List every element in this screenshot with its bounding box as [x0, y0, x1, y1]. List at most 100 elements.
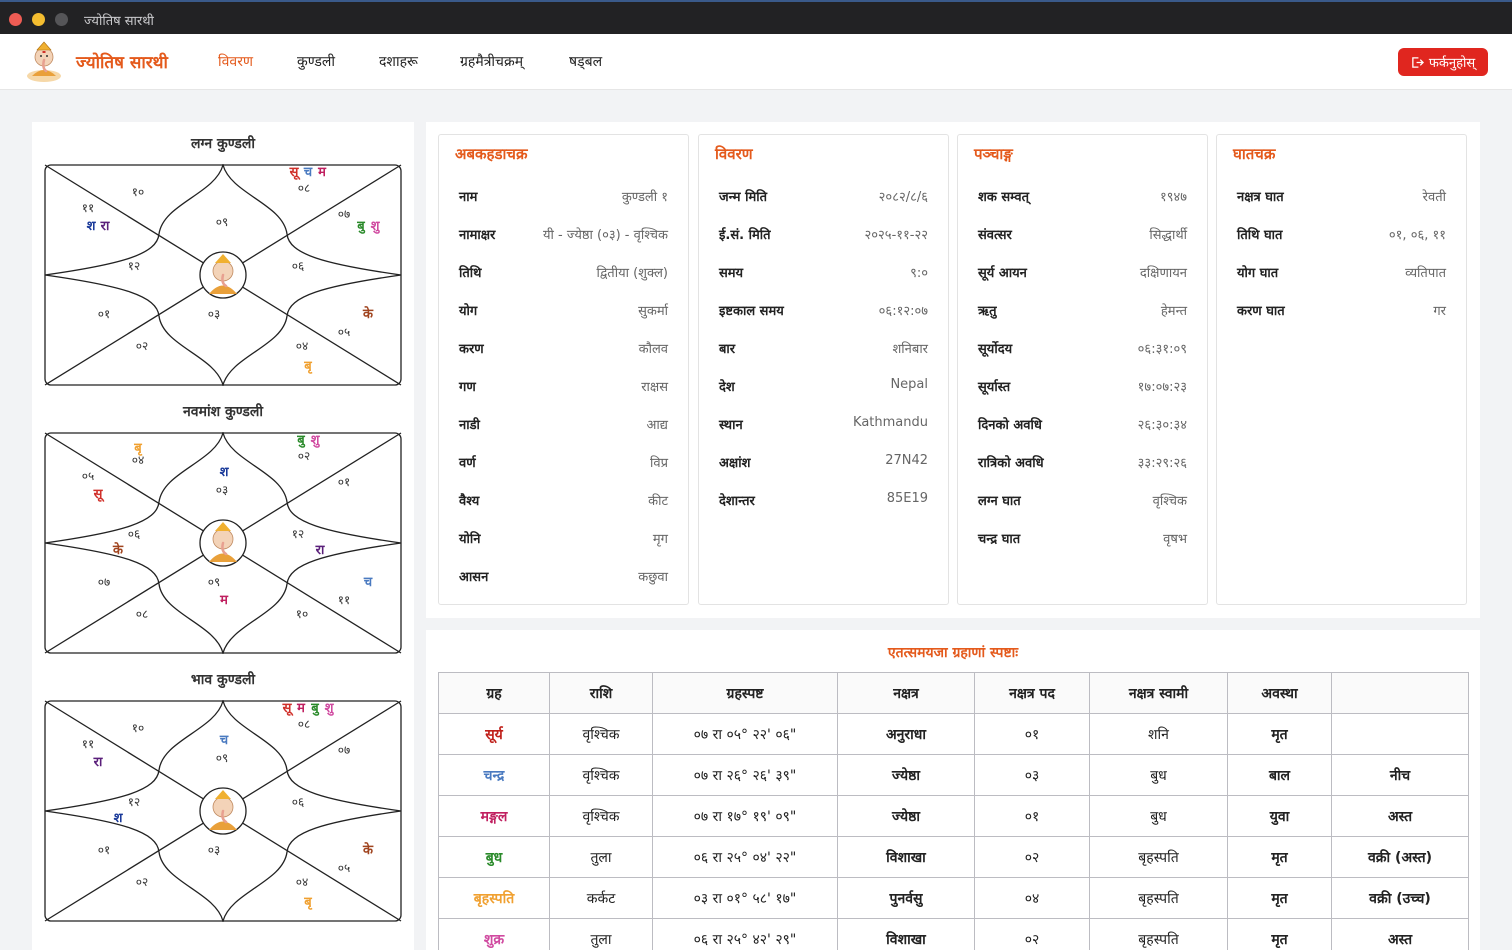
info-row: सूर्य आयन दक्षिणायन [978, 263, 1187, 283]
rashi-cell: तुला [549, 918, 653, 950]
lagna-kundali-chart[interactable]: ०९ १० ११ १२ ०१ ०२ ०३ ०४ ०५ ०६ ०७ ०८ श रा बृ के बु शु सू च म [44, 164, 402, 386]
info-value: कीट [648, 494, 668, 509]
info-value: आद्य [646, 418, 668, 433]
planet-glyph: बु [296, 433, 305, 448]
title-bar: ज्योतिष सारथी [0, 0, 1512, 34]
planet-glyph: के [112, 542, 124, 558]
info-value: कौलव [638, 342, 668, 357]
info-key: देशान्तर [719, 494, 755, 509]
info-key: लग्न घात [978, 494, 1021, 509]
info-key: जन्म मिति [719, 190, 767, 205]
col-header: राशि [549, 672, 653, 714]
back-button[interactable]: फर्कनुहोस् [1398, 48, 1488, 76]
planet-glyph: रा [315, 543, 325, 558]
info-value: शनिबार [892, 342, 928, 357]
col-header: ग्रहस्पष्ट [652, 672, 838, 714]
info-key: सूर्यास्त [978, 380, 1011, 395]
bhava-kundali-chart[interactable]: ०९ १० ११ १२ ०१ ०२ ०३ ०४ ०५ ०६ ०७ ०८ च रा श बृ के सू म बु शु [44, 700, 402, 922]
info-key: वैश्य [459, 494, 480, 509]
info-row: अक्षांश 27N42 [719, 453, 928, 473]
table-row[interactable]: बुध तुला ०६ रा २५° ०४' २२" विशाखा ०२ बृहस्पति… [438, 836, 1469, 878]
brand-title[interactable]: ज्योतिष सारथी [76, 53, 168, 73]
nav-vivaran[interactable]: विवरण [218, 54, 254, 70]
info-row: करण घात गर [1237, 301, 1446, 321]
back-button-label: फर्कनुहोस् [1428, 55, 1476, 70]
info-value: 85E19 [886, 491, 928, 506]
rashi-cell: वृश्चिक [549, 754, 653, 796]
nakshatra-cell: पुनर्वसु [837, 877, 975, 919]
info-key: तिथि [459, 266, 482, 281]
info-key: आसन [459, 570, 489, 585]
nav-dashaharu[interactable]: दशाहरू [379, 54, 418, 70]
nav-kundali[interactable]: कुण्डली [297, 54, 336, 70]
table-row[interactable]: मङ्गल वृश्चिक ०७ रा १७° १९' ०९" ज्येष्ठा ०१ ब… [438, 795, 1469, 837]
card-vivaran: विवरण जन्म मिति २०८२/८/६ ई.सं. मिति २०२५-११… [698, 134, 949, 605]
spashta-cell: ०७ रा १७° १९' ०९" [652, 795, 838, 837]
house-number: ०४ [296, 339, 308, 353]
planet-glyph: सू [289, 165, 302, 180]
planet-table-title: एतत्समयजा ग्रहाणां स्पष्टाः [887, 645, 1019, 661]
rashi-cell: वृश्चिक [549, 713, 653, 755]
nakshatra-cell: अनुराधा [837, 713, 975, 755]
card-panchanga: पञ्चाङ्ग शक सम्वत् १९४७ संवत्सर सिद्धार्थी स… [957, 134, 1208, 605]
nakshatra-cell: विशाखा [837, 918, 975, 950]
chart-lotus-outline [44, 700, 402, 922]
pada-cell: ०२ [974, 918, 1090, 950]
info-row: स्थान Kathmandu [719, 415, 928, 435]
navamsha-kundali-chart[interactable]: ०३ ०४ ०५ ०६ ०७ ०८ ०९ १० ११ १२ ०१ ०२ श बृ सू के म च रा बु शु [44, 432, 402, 654]
info-row: वैश्य कीट [459, 491, 668, 511]
rashi-cell: वृश्चिक [549, 795, 653, 837]
house-number: ०८ [136, 607, 148, 621]
table-row[interactable]: चन्द्र वृश्चिक ०७ रा २६° २६' ३९" ज्येष्ठा ०३… [438, 754, 1469, 796]
info-row: इष्टकाल समय ०६:१२:०७ [719, 301, 928, 321]
spashta-cell: ०३ रा ०१° ५८' १७" [652, 877, 838, 919]
spashta-cell: ०६ रा २५° ०४' २२" [652, 836, 838, 878]
info-key: अक्षांश [719, 456, 751, 471]
info-key: दिनको अवधि [978, 418, 1042, 433]
card-title: घातचक्र [1233, 145, 1276, 163]
info-value: द्वितीया (शुक्ल) [596, 266, 668, 281]
house-number: ०९ [216, 215, 228, 229]
planet-name-cell: बृहस्पति [438, 877, 550, 919]
planet-glyph: बु [356, 219, 365, 234]
chart-lotus-outline [44, 164, 402, 386]
info-row: जन्म मिति २०८२/८/६ [719, 187, 928, 207]
table-row[interactable]: सूर्य वृश्चिक ०७ रा ०५° २२' ०६" अनुराधा ०१ शन… [438, 713, 1469, 755]
info-row: समय ९:० [719, 263, 928, 283]
note-cell: वक्री (उच्च) [1331, 877, 1469, 919]
planet-glyph: बृ [303, 895, 312, 910]
planet-glyph: श [220, 465, 230, 480]
zoom-window-button[interactable] [55, 13, 68, 26]
avastha-cell: मृत [1227, 918, 1332, 950]
info-value: यी - ज्येष्ठा (०३) - वृश्चिक [543, 228, 668, 243]
planet-glyph: सू [282, 701, 295, 716]
swami-cell: बुध [1089, 795, 1228, 837]
planet-glyph: च [363, 575, 373, 590]
info-value: सुकर्मा [638, 304, 668, 319]
table-row[interactable]: बृहस्पति कर्कट ०३ रा ०१° ५८' १७" पुनर्वसु ०४… [438, 877, 1469, 919]
pada-cell: ०४ [974, 877, 1090, 919]
info-row: नक्षत्र घात रेवती [1237, 187, 1446, 207]
house-number: ०७ [98, 575, 110, 589]
ganesha-logo-icon[interactable] [24, 40, 64, 82]
planet-glyph: सू [93, 487, 106, 502]
nav-shadbal[interactable]: षड्बल [569, 54, 603, 70]
info-row: सूर्योदय ०६:३१:०९ [978, 339, 1187, 359]
info-value: सिद्धार्थी [1149, 228, 1187, 243]
nav-grahamaitri[interactable]: ग्रहमैत्रीचक्रम् [460, 54, 524, 70]
planet-glyph: रा [93, 755, 103, 770]
table-row[interactable]: शुक्र तुला ०६ रा २५° ४२' २९" विशाखा ०२ बृहस्प… [438, 918, 1469, 950]
close-window-button[interactable] [9, 13, 22, 26]
house-number: ०३ [216, 483, 228, 497]
house-number: ०६ [292, 259, 304, 273]
house-number: ०४ [132, 453, 144, 467]
avastha-cell: मृत [1227, 713, 1332, 755]
info-key: करण घात [1237, 304, 1285, 319]
house-number: ११ [82, 201, 94, 215]
info-key: वर्ण [459, 456, 476, 471]
card-ghatchakra: घातचक्र नक्षत्र घात रेवती तिथि घात ०१, ०६, … [1216, 134, 1467, 605]
info-key: नाम [459, 190, 478, 205]
kundali-panel: लग्न कुण्डली ०९ १० ११ १२ ०१ ०२ ०३ ०४ ०५ ०६ ०७ ०८ श रा… [32, 122, 414, 950]
minimize-window-button[interactable] [32, 13, 45, 26]
house-number: ०७ [338, 743, 350, 757]
